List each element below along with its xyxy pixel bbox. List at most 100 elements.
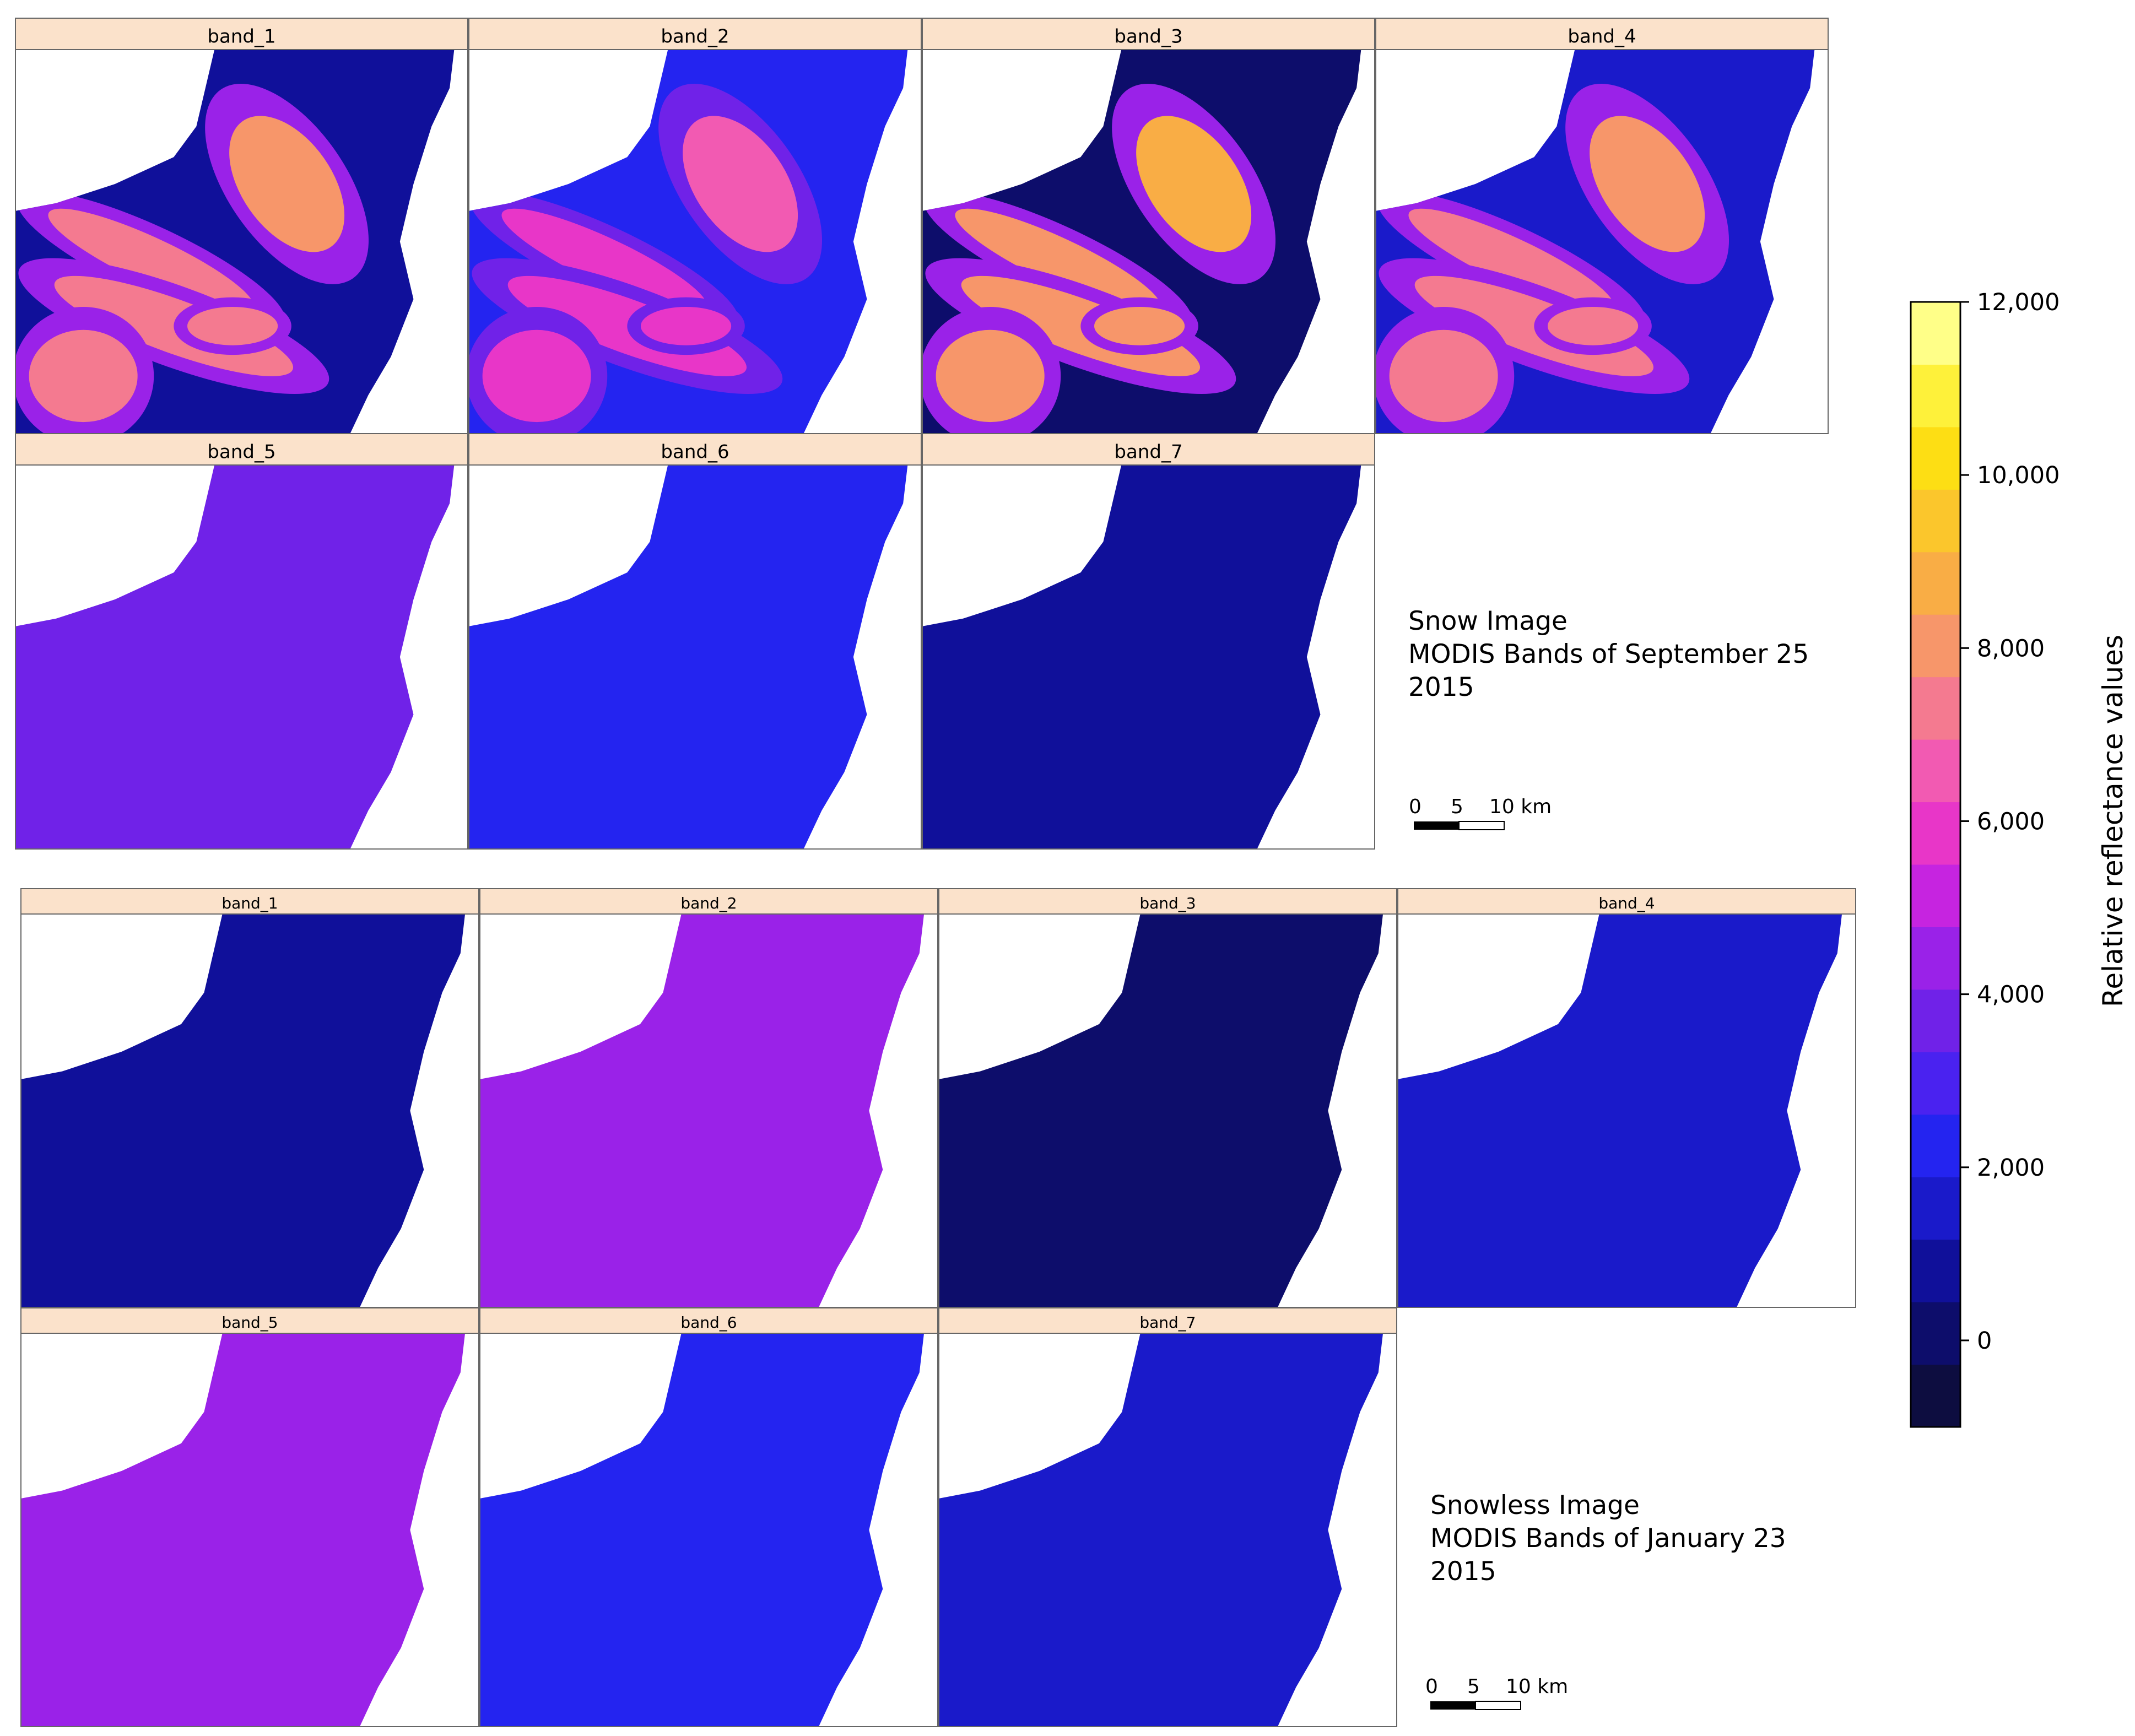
map-panel: band_1 — [20, 888, 479, 1308]
panel-strip-label: band_1 — [221, 894, 278, 912]
map-panel: band_3 — [922, 18, 1375, 434]
panel-border — [468, 464, 922, 850]
colorbar-swatch — [1911, 989, 1960, 1052]
colorbar-swatch — [1911, 739, 1960, 803]
scalebar-light-segment — [1458, 821, 1505, 830]
panel-strip-label: band_6 — [680, 1313, 737, 1332]
land-raster — [15, 50, 455, 434]
map-panel: band_5 — [15, 433, 468, 850]
snow-region — [48, 208, 255, 313]
land-raster — [1376, 50, 1815, 434]
panel-strip — [922, 433, 1375, 466]
snow-region — [683, 116, 798, 252]
panel-strip-label: band_5 — [221, 1313, 278, 1332]
panel-border — [922, 464, 1375, 850]
panel-strip — [922, 18, 1375, 50]
snow-region — [187, 306, 278, 345]
snow-region — [1547, 306, 1639, 345]
colorbar-swatch — [1911, 802, 1960, 865]
panel-strip-label: band_7 — [1114, 441, 1182, 463]
panel-strip-label: band_2 — [661, 25, 729, 47]
scalebar-dark-segment — [1430, 1701, 1475, 1710]
panel-border — [938, 1333, 1397, 1727]
panel-strip-label: band_4 — [1568, 25, 1636, 47]
snow-caption: Snow Image MODIS Bands of September 25 2… — [1408, 606, 1809, 702]
panel-strip — [468, 433, 922, 466]
colorbar-tick-label: 0 — [1977, 1327, 1992, 1355]
colorbar-swatch — [1911, 677, 1960, 740]
snow-region — [1590, 116, 1705, 252]
panel-strip-label: band_3 — [1114, 25, 1182, 47]
scalebar-label-5: 5 — [1451, 796, 1463, 818]
colorbar-swatch — [1911, 864, 1960, 927]
snowless-caption-line-2: MODIS Bands of January 23 — [1430, 1523, 1786, 1554]
colorbar-swatch — [1911, 1239, 1960, 1302]
panel-strip-label: band_5 — [207, 441, 275, 463]
panel-strip — [468, 18, 922, 50]
snow-region — [955, 208, 1161, 313]
colorbar-tick-label: 4,000 — [1977, 981, 2045, 1009]
snow-region — [640, 306, 732, 345]
panel-strip-label: band_7 — [1139, 1313, 1196, 1332]
panel-strip — [20, 888, 479, 915]
colorbar-tick-label: 2,000 — [1977, 1154, 2045, 1182]
colorbar-tick-label: 12,000 — [1977, 289, 2060, 316]
map-panel: band_7 — [922, 433, 1375, 850]
panel-strip-label: band_6 — [661, 441, 729, 463]
panel-strip-label: band_3 — [1139, 894, 1196, 912]
panel-strip — [1375, 18, 1829, 50]
colorbar-swatch — [1911, 302, 1960, 365]
panel-strip — [479, 888, 938, 915]
map-panel: band_6 — [479, 1307, 938, 1727]
snowless-image-group: band_1 band_2 band_3 band_4 band_5 band_6 band… — [20, 888, 1856, 1727]
colorbar-swatch — [1911, 426, 1960, 490]
colorbar-swatch — [1911, 1177, 1960, 1240]
snow-region — [1094, 306, 1185, 345]
snowless-caption: Snowless Image MODIS Bands of January 23… — [1430, 1490, 1786, 1587]
panel-border — [1397, 913, 1856, 1308]
snowless-caption-line-1: Snowless Image — [1430, 1490, 1640, 1521]
scalebar-dark-segment — [1414, 821, 1459, 830]
colorbar-swatch — [1911, 1364, 1960, 1427]
panel-strip-label: band_1 — [207, 25, 275, 47]
panel-border — [1375, 49, 1829, 434]
snow-image-group: band_1 band_2 band_3 band_4 band_5 band_6 band… — [15, 18, 1829, 850]
snow-region — [1408, 208, 1615, 313]
snowless-scalebar: 0 5 10 km — [1425, 1675, 1568, 1710]
map-panel: band_3 — [938, 888, 1397, 1308]
colorbar-tick-label: 10,000 — [1977, 462, 2060, 489]
map-panel: band_2 — [468, 18, 922, 434]
snow-region — [936, 329, 1045, 423]
map-panel: band_7 — [938, 1307, 1397, 1727]
panel-border — [479, 1333, 938, 1727]
map-panel: band_4 — [1375, 18, 1829, 434]
snow-caption-line-2: MODIS Bands of September 25 — [1408, 639, 1809, 669]
panel-strip — [15, 433, 468, 466]
panel-border — [15, 464, 468, 850]
colorbar-swatch — [1911, 1114, 1960, 1177]
snow-region — [482, 329, 591, 423]
scalebar-label-10km: 10 km — [1506, 1675, 1568, 1698]
colorbar-title: Relative reflectance values — [2097, 635, 2129, 1007]
map-panel: band_6 — [468, 433, 922, 850]
panel-strip — [15, 18, 468, 50]
snowless-caption-line-3: 2015 — [1430, 1556, 1496, 1587]
colorbar-swatch — [1911, 1302, 1960, 1365]
panel-strip — [938, 1307, 1397, 1334]
colorbar-swatch — [1911, 551, 1960, 615]
colorbar-frame — [1910, 301, 1961, 1428]
scalebar-label-0: 0 — [1425, 1675, 1438, 1698]
map-panel: band_1 — [15, 18, 468, 434]
scalebar-label-10km: 10 km — [1489, 796, 1552, 818]
map-panel: band_4 — [1397, 888, 1856, 1308]
map-panel: band_2 — [479, 888, 938, 1308]
scalebar-label-0: 0 — [1409, 796, 1421, 818]
snow-region — [229, 116, 345, 252]
colorbar-swatch — [1911, 489, 1960, 553]
scalebar-label-5: 5 — [1467, 1675, 1480, 1698]
snow-region — [501, 208, 708, 313]
scalebar-light-segment — [1475, 1701, 1521, 1710]
snow-caption-line-1: Snow Image — [1408, 606, 1568, 636]
colorbar-tick-label: 8,000 — [1977, 635, 2045, 662]
